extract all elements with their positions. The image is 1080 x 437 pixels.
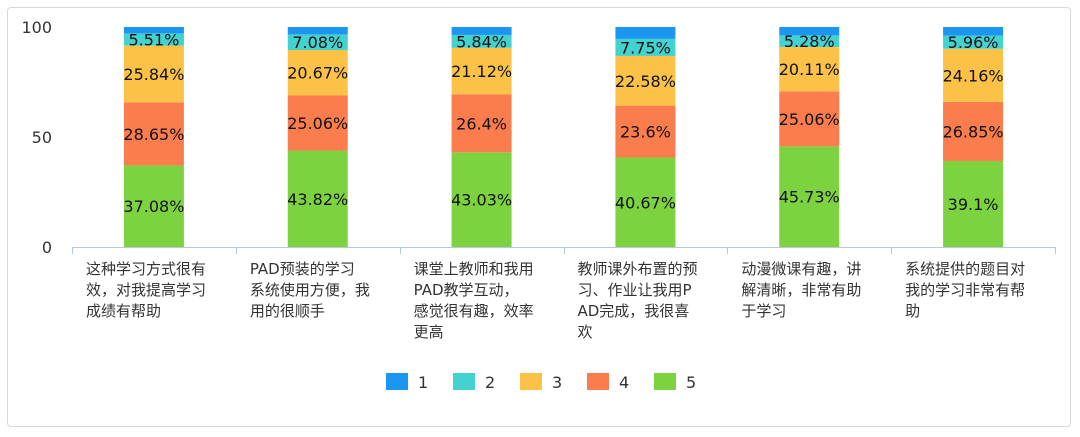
data-label: 23.6% (620, 123, 671, 142)
bar-segment-5-3 (451, 152, 512, 247)
data-label: 37.08% (123, 197, 184, 216)
x-tick-label-line: AD完成，我很喜 (578, 302, 690, 320)
bar-segment-3-2 (287, 49, 348, 96)
bar-segment-2-3 (451, 34, 512, 48)
y-tick-label-50: 50 (32, 128, 52, 147)
data-label: 28.65% (123, 125, 184, 144)
data-label: 25.06% (779, 110, 840, 129)
data-label: 26.4% (456, 114, 507, 133)
x-tick-label-line: 动漫微课有趣，讲 (741, 260, 861, 278)
legend-swatch-1[interactable] (386, 373, 408, 390)
x-tick-label-line: 感觉很有趣，效率 (414, 302, 534, 320)
x-tick-label-line: 这种学习方式很有 (86, 260, 206, 278)
data-label: 5.28% (784, 32, 835, 51)
data-label: 43.82% (287, 190, 348, 209)
x-tick-label-line: 系统提供的题目对 (905, 260, 1025, 278)
x-tick-label-line: 解清晰，非常有助 (741, 281, 861, 299)
bar-segment-4-3 (451, 94, 512, 153)
x-tick-label-line: 于学习 (741, 302, 786, 320)
x-tick-label-3: 课堂上教师和我用 PAD教学互动， 感觉很有趣，效率更高 (414, 260, 534, 341)
legend-label-2[interactable]: 2 (485, 373, 495, 392)
bar-segment-5-1 (123, 165, 184, 247)
x-tick-label-line: 习、作业让我用P (578, 281, 692, 299)
legend-swatch-5[interactable] (654, 373, 676, 390)
x-tick-label-line: 助 (905, 302, 920, 320)
x-tick-label-line: 教师课外布置的预 (578, 260, 698, 278)
bar-segment-2-6 (943, 35, 1004, 49)
data-label: 25.84% (123, 65, 184, 84)
bar-segment-3-4 (615, 55, 676, 106)
bar-segment-3-3 (451, 47, 512, 95)
bar-segment-2-1 (123, 33, 184, 46)
x-tick-label-line: PAD教学互动， (414, 281, 519, 299)
bar-segment-5-4 (615, 157, 676, 247)
y-tick-label-0: 0 (42, 238, 52, 257)
x-tick-label-2: PAD预装的学习系统使用方便，我用的很顺手 (250, 260, 370, 320)
x-tick-label-line: 课堂上教师和我用 (414, 260, 534, 278)
bar-segment-2-5 (779, 35, 840, 48)
bar-segment-4-5 (779, 91, 840, 147)
legend-swatch-2[interactable] (453, 373, 475, 390)
data-label: 5.84% (456, 32, 507, 51)
legend-label-4[interactable]: 4 (619, 373, 629, 392)
data-label: 43.03% (451, 191, 512, 210)
x-tick-label-line: 欢 (578, 323, 593, 341)
bar-segment-3-6 (943, 48, 1004, 102)
bar-segment-1-2 (287, 27, 348, 35)
bar-segment-1-4 (615, 27, 676, 39)
x-tick-label-line: 成绩有帮助 (86, 302, 161, 320)
data-label: 20.11% (779, 60, 840, 79)
data-label: 24.16% (943, 66, 1004, 85)
data-label: 26.85% (943, 122, 1004, 141)
legend-swatch-3[interactable] (520, 373, 542, 390)
data-label: 45.73% (779, 188, 840, 207)
bar-segment-5-2 (287, 150, 348, 247)
x-tick-label-1: 这种学习方式很有效，对我提高学习成绩有帮助 (86, 260, 206, 320)
x-tick-label-6: 系统提供的题目对我的学习非常有帮助 (905, 260, 1025, 320)
x-tick-label-line: 更高 (414, 323, 444, 341)
data-label: 5.96% (948, 33, 999, 52)
data-label: 5.51% (129, 30, 180, 49)
bar-segment-4-6 (943, 101, 1004, 161)
data-label: 21.12% (451, 62, 512, 81)
data-label: 7.08% (292, 33, 343, 52)
data-label: 39.1% (948, 195, 999, 214)
x-tick-label-line: 用的很顺手 (250, 302, 325, 320)
bar-segment-3-1 (123, 45, 184, 103)
chart-frame (7, 7, 1071, 427)
bar-segment-1-5 (779, 27, 840, 36)
bar-segment-5-5 (779, 146, 840, 247)
data-label: 7.75% (620, 38, 671, 57)
x-tick-label-5: 动漫微课有趣，讲解清晰，非常有助于学习 (741, 260, 861, 320)
bar-segment-2-4 (615, 38, 676, 56)
data-label: 25.06% (287, 114, 348, 133)
x-tick-label-line: PAD预装的学习 (250, 260, 355, 278)
data-label: 20.67% (287, 64, 348, 83)
data-label: 22.58% (615, 72, 676, 91)
bar-segment-1-6 (943, 27, 1004, 36)
legend-label-3[interactable]: 3 (552, 373, 562, 392)
bar-segment-5-6 (943, 160, 1004, 247)
data-label: 40.67% (615, 193, 676, 212)
bar-segment-1-3 (451, 27, 512, 35)
x-tick-label-4: 教师课外布置的预习、作业让我用P AD完成，我很喜欢 (578, 260, 698, 341)
bar-segment-3-5 (779, 47, 840, 92)
x-tick-label-line: 系统使用方便，我 (250, 281, 370, 299)
x-tick-label-line: 效，对我提高学习 (86, 281, 206, 299)
x-tick-label-line: 我的学习非常有帮 (905, 281, 1025, 299)
y-tick-label-100: 100 (21, 18, 52, 37)
bar-segment-4-1 (123, 102, 184, 166)
legend-swatch-4[interactable] (587, 373, 609, 390)
bar-segment-1-1 (123, 27, 184, 34)
bar-segment-2-2 (287, 34, 348, 50)
legend-label-1[interactable]: 1 (418, 373, 428, 392)
bar-segment-4-2 (287, 95, 348, 151)
legend-label-5[interactable]: 5 (686, 373, 696, 392)
bar-segment-4-4 (615, 105, 676, 158)
